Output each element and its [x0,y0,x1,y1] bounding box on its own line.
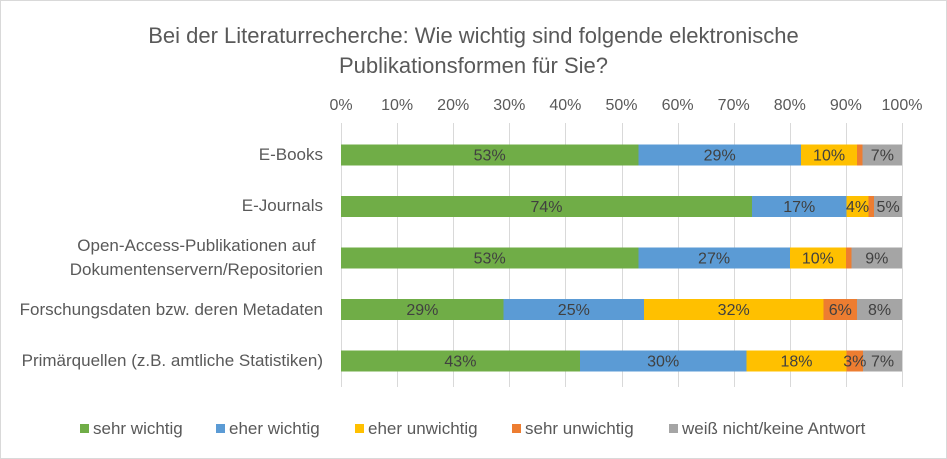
bar-open-access-publikationen-auf-dokumentenservern-repositorien-sehr-unwichtig [845,247,852,269]
data-label-e-books-weiss-nicht-keine-antwort: 7% [871,147,894,164]
x-tick-label-40: 40% [549,97,581,114]
data-label-primaerquellen-z-b-amtliche-statistiken-weiss-nicht-keine-antwort: 7% [871,354,894,371]
x-tick-label-50: 50% [605,97,637,114]
data-label-forschungsdaten-bzw-deren-metadaten-sehr-wichtig: 29% [406,302,438,319]
data-label-e-books-eher-unwichtig: 10% [813,147,845,164]
category-label-forschungsdaten-bzw-deren-metadaten: Forschungsdaten bzw. deren Metadaten [19,299,323,319]
bar-e-journals-weiss-nicht-keine-antwort [874,195,902,217]
data-label-e-journals-sehr-wichtig: 74% [530,199,562,216]
bar-e-books-sehr-unwichtig [857,144,863,166]
data-label-open-access-publikationen-auf-dokumentenservern-repositorien-eher-wichtig: 27% [698,251,730,268]
legend-swatch-eher-unwichtig [355,424,364,433]
category-label-open-access-publikationen-auf-dokumentenservern-repositorien: Open-Access-Publikationen auf Dokumenten… [69,236,323,279]
data-label-open-access-publikationen-auf-dokumentenservern-repositorien-eher-unwichtig: 10% [802,251,834,268]
legend-label-sehr-wichtig: sehr wichtig [93,419,183,438]
legend-item-sehr-unwichtig: sehr unwichtig [512,419,634,438]
bar-e-journals-eher-unwichtig [846,195,869,217]
legend-item-sehr-wichtig: sehr wichtig [80,419,183,438]
data-label-e-books-eher-wichtig: 29% [704,147,736,164]
bar-primaerquellen-z-b-amtliche-statistiken-eher-wichtig [579,350,747,372]
data-label-forschungsdaten-bzw-deren-metadaten-sehr-unwichtig: 6% [829,302,852,319]
bar-primaerquellen-z-b-amtliche-statistiken-sehr-wichtig [341,350,580,372]
legend-swatch-eher-wichtig [216,424,225,433]
category-label-primaerquellen-z-b-amtliche-statistiken: Primärquellen (z.B. amtliche Statistiken… [21,351,323,371]
bar-open-access-publikationen-auf-dokumentenservern-repositorien-weiss-nicht-keine-antwort [851,247,902,269]
x-tick-label-60: 60% [662,97,694,114]
x-tick-label-0: 0% [329,97,352,114]
data-label-primaerquellen-z-b-amtliche-statistiken-sehr-wichtig: 43% [444,354,476,371]
bar-e-books-eher-wichtig [638,144,802,166]
bar-open-access-publikationen-auf-dokumentenservern-repositorien-eher-unwichtig [789,247,846,269]
bar-forschungsdaten-bzw-deren-metadaten-sehr-unwichtig [823,299,858,321]
category-label-e-books: E-Books [258,144,323,164]
bar-open-access-publikationen-auf-dokumentenservern-repositorien-sehr-wichtig [341,247,639,269]
x-tick-label-20: 20% [437,97,469,114]
legend-label-sehr-unwichtig: sehr unwichtig [525,419,634,438]
legend-item-weiss-nicht-keine-antwort: weiß nicht/keine Antwort [669,419,866,438]
legend-item-eher-wichtig: eher wichtig [216,419,320,438]
data-label-primaerquellen-z-b-amtliche-statistiken-sehr-unwichtig: 3% [843,354,866,371]
x-tick-label-10: 10% [381,97,413,114]
data-label-e-journals-weiss-nicht-keine-antwort: 5% [877,199,900,216]
legend-label-eher-wichtig: eher wichtig [229,419,320,438]
data-label-e-journals-eher-wichtig: 17% [783,199,815,216]
bar-open-access-publikationen-auf-dokumentenservern-repositorien-eher-wichtig [638,247,790,269]
bar-e-books-eher-unwichtig [801,144,858,166]
data-label-e-books-sehr-wichtig: 53% [474,147,506,164]
chart-title: Bei der Literaturrecherche: Wie wichtig … [148,23,799,78]
bar-forschungsdaten-bzw-deren-metadaten-eher-wichtig [503,299,644,321]
data-label-forschungsdaten-bzw-deren-metadaten-eher-unwichtig: 32% [718,302,750,319]
legend-swatch-sehr-unwichtig [512,424,521,433]
legend-item-eher-unwichtig: eher unwichtig [355,419,478,438]
x-tick-label-80: 80% [774,97,806,114]
bar-e-books-weiss-nicht-keine-antwort [862,144,902,166]
data-label-open-access-publikationen-auf-dokumentenservern-repositorien-weiss-nicht-keine-antwort: 9% [865,251,888,268]
bars [341,144,902,372]
bar-e-journals-sehr-wichtig [341,195,753,217]
category-label-e-journals: E-Journals [241,196,323,216]
bar-e-journals-sehr-unwichtig [868,195,875,217]
x-tick-label-90: 90% [830,97,862,114]
legend-swatch-weiss-nicht-keine-antwort [669,424,678,433]
bar-e-journals-eher-wichtig [752,195,847,217]
data-label-forschungsdaten-bzw-deren-metadaten-eher-wichtig: 25% [558,302,590,319]
x-tick-label-70: 70% [718,97,750,114]
legend-swatch-sehr-wichtig [80,424,89,433]
data-label-primaerquellen-z-b-amtliche-statistiken-eher-unwichtig: 18% [780,354,812,371]
data-label-open-access-publikationen-auf-dokumentenservern-repositorien-sehr-wichtig: 53% [474,251,506,268]
legend-label-weiss-nicht-keine-antwort: weiß nicht/keine Antwort [681,419,866,438]
data-label-forschungsdaten-bzw-deren-metadaten-weiss-nicht-keine-antwort: 8% [868,302,891,319]
x-tick-label-30: 30% [493,97,525,114]
data-label-e-journals-eher-unwichtig: 4% [846,199,869,216]
bar-forschungsdaten-bzw-deren-metadaten-sehr-wichtig [341,299,504,321]
legend-label-eher-unwichtig: eher unwichtig [368,419,478,438]
legend: sehr wichtig eher wichtig eher unwichtig se… [80,419,866,438]
data-label-primaerquellen-z-b-amtliche-statistiken-eher-wichtig: 30% [647,354,679,371]
bar-primaerquellen-z-b-amtliche-statistiken-eher-unwichtig [746,350,847,372]
bar-e-books-sehr-wichtig [341,144,639,166]
bar-primaerquellen-z-b-amtliche-statistiken-weiss-nicht-keine-antwort [863,350,902,372]
data-labels: 53% 29% 10% 7% 74% 17% 4% 5% 53% 27% 10% 9% 29% 25% 32… [406,147,899,370]
x-axis-tick-labels: 0% 10% 20% 30% 40% 50% 60% 70% 80% 90% 100% [329,97,922,114]
bar-forschungsdaten-bzw-deren-metadaten-weiss-nicht-keine-antwort [857,299,902,321]
bar-primaerquellen-z-b-amtliche-statistiken-sehr-unwichtig [846,350,864,372]
bar-forschungsdaten-bzw-deren-metadaten-eher-unwichtig [643,299,824,321]
x-tick-label-100: 100% [882,97,923,114]
